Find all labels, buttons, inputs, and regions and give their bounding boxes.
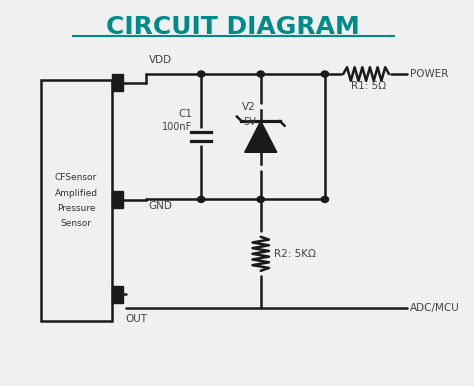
Text: GND: GND xyxy=(148,201,173,211)
Text: POWER: POWER xyxy=(410,69,448,79)
Text: VDD: VDD xyxy=(148,54,172,64)
Circle shape xyxy=(257,71,264,77)
Circle shape xyxy=(321,71,328,77)
Circle shape xyxy=(198,71,205,77)
Text: R1: 5Ω: R1: 5Ω xyxy=(351,81,386,91)
Text: 5V: 5V xyxy=(243,117,256,127)
Circle shape xyxy=(198,196,205,202)
Text: V2: V2 xyxy=(242,102,256,112)
Bar xyxy=(112,74,123,91)
Text: 100nF: 100nF xyxy=(162,122,192,132)
Circle shape xyxy=(257,196,264,202)
Bar xyxy=(112,286,123,303)
Text: Sensor: Sensor xyxy=(61,219,91,228)
Text: CFSensor: CFSensor xyxy=(55,173,97,183)
Text: OUT: OUT xyxy=(126,314,147,324)
Text: Pressure: Pressure xyxy=(57,203,95,213)
Text: Amplified: Amplified xyxy=(55,188,98,198)
Bar xyxy=(112,191,123,208)
Polygon shape xyxy=(245,121,277,152)
Circle shape xyxy=(321,196,328,202)
Text: ADC/MCU: ADC/MCU xyxy=(410,303,459,313)
Text: C1: C1 xyxy=(178,109,192,119)
Text: R2: 5KΩ: R2: 5KΩ xyxy=(274,249,316,259)
Text: CIRCUIT DIAGRAM: CIRCUIT DIAGRAM xyxy=(106,15,360,39)
